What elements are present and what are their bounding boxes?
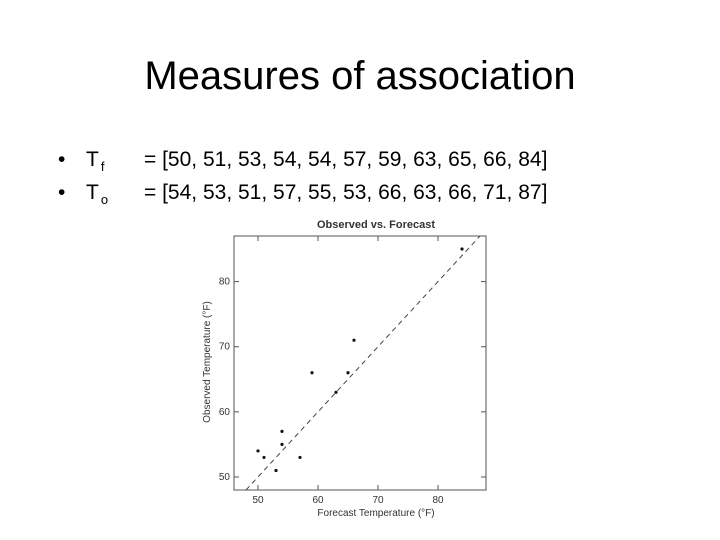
data-point	[352, 339, 355, 342]
x-axis-label: Forecast Temperature (°F)	[317, 508, 434, 519]
bullet-symbol: To	[86, 176, 144, 211]
symbol-letter: T	[86, 181, 99, 204]
y-tick-label: 60	[219, 407, 231, 418]
chart-svg: Observed vs. Forecast 50 60 70 80 50607080 …	[198, 214, 494, 524]
bullet-dot: •	[58, 143, 86, 176]
symbol-subscript: o	[101, 192, 108, 207]
bullet-dot: •	[58, 176, 86, 209]
symbol-subscript: f	[101, 159, 105, 174]
x-tick-label: 80	[432, 495, 444, 506]
y-tick-label: 70	[219, 342, 231, 353]
data-point	[346, 371, 349, 374]
data-point	[262, 456, 265, 459]
bullet-values: = [54, 53, 51, 57, 55, 53, 66, 63, 66, 7…	[144, 181, 547, 204]
data-point	[460, 247, 463, 250]
data-point	[274, 469, 277, 472]
x-tick-label: 70	[372, 495, 384, 506]
bullet-forecast: • Tf = [50, 51, 53, 54, 54, 57, 59, 63, 65…	[58, 143, 547, 176]
bullet-list: • Tf = [50, 51, 53, 54, 54, 57, 59, 63, 65…	[58, 143, 547, 209]
y-tick-label: 80	[219, 277, 231, 288]
bullet-symbol: Tf	[86, 143, 144, 178]
x-tick-label: 60	[312, 495, 324, 506]
x-tick-label: 50	[252, 495, 264, 506]
bullet-values: = [50, 51, 53, 54, 54, 57, 59, 63, 65, 6…	[144, 148, 547, 171]
data-point	[298, 456, 301, 459]
chart-title: Observed vs. Forecast	[317, 219, 435, 231]
data-point	[334, 391, 337, 394]
data-point	[256, 449, 259, 452]
slide-title: Measures of association	[0, 52, 720, 100]
data-point	[310, 371, 313, 374]
bullet-observed: • To = [54, 53, 51, 57, 55, 53, 66, 63, 66…	[58, 176, 547, 209]
data-point	[280, 443, 283, 446]
chart-background	[198, 214, 494, 524]
symbol-letter: T	[86, 148, 99, 171]
scatter-plot: Observed vs. Forecast 50 60 70 80 50 60 70 80 …	[198, 214, 494, 529]
data-point	[280, 430, 283, 433]
y-axis-label: Observed Temperature (°F)	[202, 301, 213, 423]
y-tick-label: 50	[219, 472, 231, 483]
